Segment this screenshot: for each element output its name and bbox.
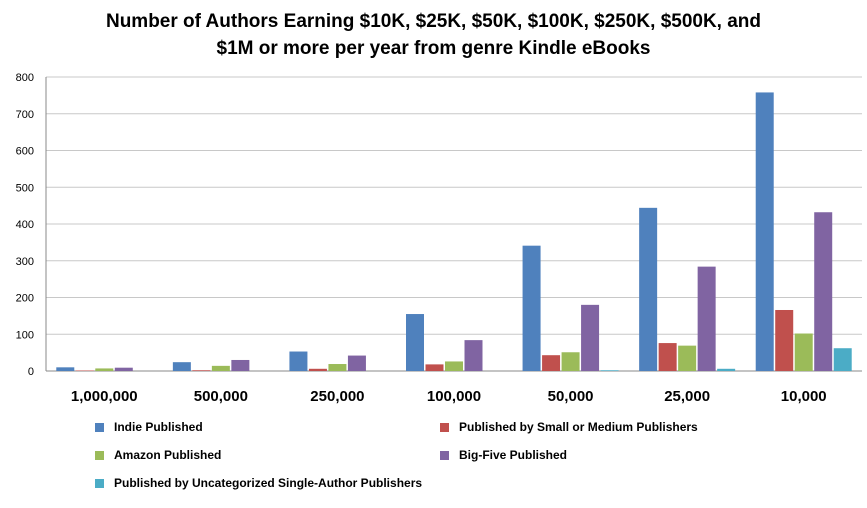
bar (114, 367, 133, 371)
legend-label: Indie Published (114, 420, 203, 434)
bar (658, 343, 677, 371)
legend-swatch (440, 422, 449, 432)
chart-title: Number of Authors Earning $10K, $25K, $5… (0, 8, 867, 62)
legend-swatch (95, 422, 104, 432)
bar-chart: 0 100 200 300 400 500 600 700 800 1,000,000 500,00… (16, 72, 862, 405)
bar (95, 368, 114, 371)
legend-label: Amazon Published (114, 448, 222, 462)
legend-item: Big-Five Published (440, 448, 567, 462)
y-tick-label: 400 (16, 219, 34, 231)
x-category-label: 500,000 (194, 388, 248, 405)
chart-legend: Indie Published Published by Small or Med… (95, 420, 855, 500)
bar (581, 304, 600, 371)
x-category-label: 10,000 (781, 388, 827, 405)
bar (697, 266, 716, 371)
bar (406, 314, 424, 371)
bar (445, 361, 463, 371)
bar (522, 245, 541, 371)
x-category-label: 250,000 (310, 388, 364, 405)
y-tick-label: 0 (28, 366, 34, 378)
legend-swatch (440, 450, 449, 460)
legend-item: Published by Small or Medium Publishers (440, 420, 698, 434)
bar (211, 365, 230, 371)
bar (425, 364, 444, 371)
bar (231, 359, 250, 371)
bar (814, 212, 833, 371)
chart-title-line-2: $1M or more per year from genre Kindle e… (216, 38, 651, 59)
bar (172, 362, 191, 371)
y-tick-label: 800 (16, 72, 34, 84)
chart-title-line-1: Number of Authors Earning $10K, $25K, $5… (105, 11, 762, 32)
bar (289, 351, 308, 371)
bar (56, 367, 75, 371)
y-tick-label: 100 (16, 329, 34, 341)
bar (833, 348, 852, 371)
bar (308, 368, 327, 371)
y-tick-label: 600 (16, 146, 34, 158)
bar (192, 370, 211, 371)
bar (678, 345, 697, 371)
bar (600, 370, 619, 371)
x-category-label: 25,000 (664, 388, 710, 405)
bar (775, 309, 794, 371)
y-tick-label: 700 (16, 109, 34, 121)
legend-label: Published by Uncategorized Single-Author… (114, 476, 423, 490)
bar (794, 333, 813, 371)
legend-item: Amazon Published (95, 448, 221, 462)
y-tick-label: 300 (16, 256, 34, 268)
bar (717, 368, 736, 371)
y-tick-label: 200 (16, 293, 34, 305)
y-tick-label: 500 (16, 182, 34, 194)
bar (755, 92, 774, 371)
bar (464, 340, 483, 371)
legend-label: Big-Five Published (459, 448, 568, 462)
legend-swatch (95, 478, 104, 488)
bar (347, 355, 366, 371)
bar (328, 364, 347, 371)
bar (542, 355, 561, 371)
x-category-label: 50,000 (548, 388, 594, 405)
legend-label: Published by Small or Medium Publishers (459, 420, 698, 434)
legend-swatch (95, 450, 104, 460)
bar (75, 370, 94, 371)
legend-item: Published by Uncategorized Single-Author… (95, 476, 422, 490)
x-category-label: 100,000 (427, 388, 481, 405)
bar (561, 352, 580, 371)
legend-item: Indie Published (95, 420, 203, 434)
x-category-label: 1,000,000 (71, 388, 138, 405)
bar (639, 207, 658, 371)
